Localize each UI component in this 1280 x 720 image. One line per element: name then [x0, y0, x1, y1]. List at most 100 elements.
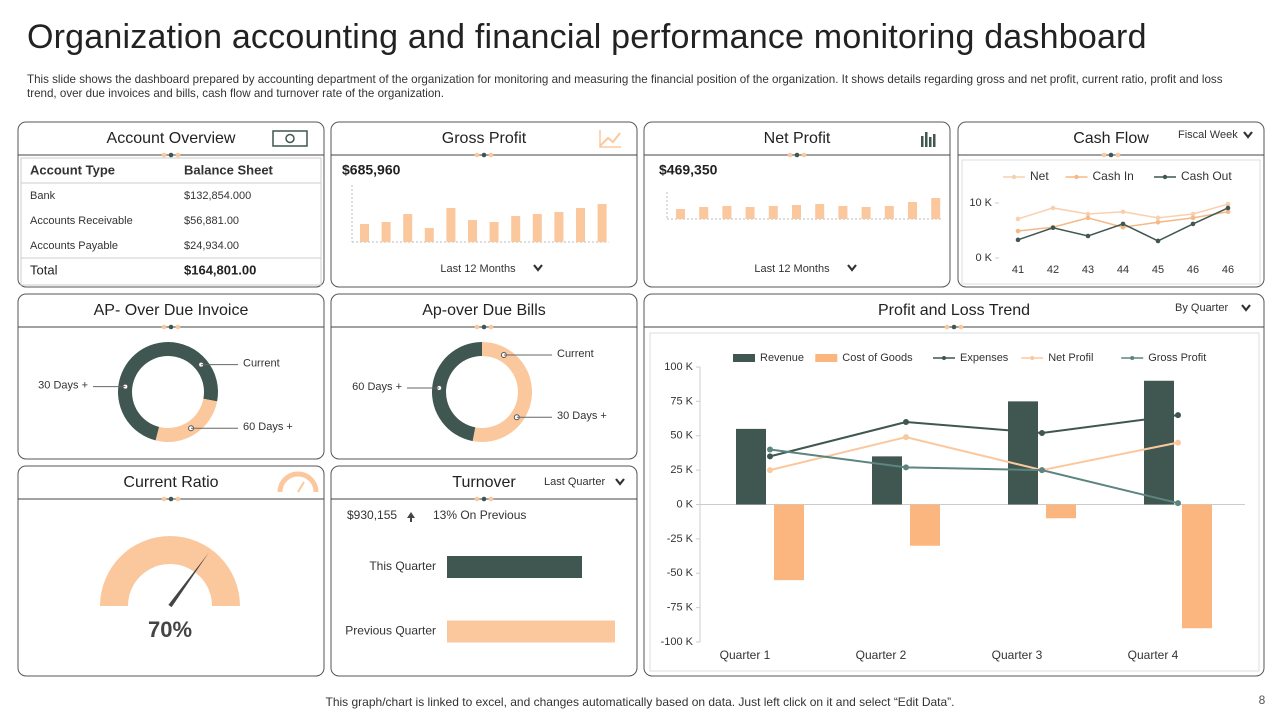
plot-frame [961, 159, 1261, 285]
bar [1046, 504, 1076, 519]
x-tick-label: Quarter 2 [856, 648, 907, 662]
bar [446, 208, 456, 242]
bar [931, 198, 941, 219]
gauge-needle [168, 552, 209, 608]
y-tick-label: -25 K [667, 533, 694, 545]
divider-dot [951, 324, 957, 330]
bar [861, 207, 871, 219]
point [1175, 412, 1181, 419]
table-cell: Accounts Receivable [30, 215, 133, 227]
y-tick-label: 100 K [664, 361, 693, 373]
divider-dot [1101, 152, 1107, 158]
panel-title: Cash Flow [1073, 130, 1149, 147]
divider-dot [488, 324, 494, 330]
legend-marker [1162, 174, 1168, 180]
y-tick-label: 10 K [969, 197, 992, 209]
bar [576, 208, 585, 242]
bar [597, 204, 607, 242]
bar [447, 620, 615, 643]
slice-label: Current [557, 348, 594, 360]
series-line [769, 414, 1179, 458]
bar [532, 214, 542, 242]
divider-dot [481, 324, 487, 330]
dropdown-chevron [533, 264, 543, 272]
table-cell: Accounts Payable [30, 240, 118, 252]
point [1155, 238, 1161, 244]
panel [957, 121, 1265, 288]
y-tick-label: -50 K [667, 567, 694, 579]
bar [774, 504, 804, 581]
panel [643, 121, 951, 288]
table-cell: $24,934.00 [184, 240, 239, 252]
bar [768, 206, 778, 219]
money-icon [285, 133, 295, 144]
category-label: Previous Quarter [345, 624, 436, 638]
panel-title: Gross Profit [442, 130, 527, 147]
filter-label: By Quarter [1175, 302, 1229, 314]
panel [17, 465, 325, 677]
bar [1182, 504, 1212, 629]
donut-slice [472, 367, 532, 442]
gauge-icon [297, 481, 305, 493]
y-tick-label: 0 K [975, 252, 992, 264]
donut-slice [168, 342, 218, 402]
donut-slice [155, 398, 218, 443]
bar [699, 207, 709, 219]
table-total: $164,801.00 [184, 262, 256, 277]
panel-title: AP- Over Due Invoice [94, 302, 249, 319]
point [767, 467, 773, 474]
bars-icon [925, 132, 928, 147]
bar [884, 206, 894, 219]
point [1120, 209, 1126, 215]
y-tick-label: -100 K [661, 636, 694, 648]
dropdown-chevron [1243, 131, 1253, 139]
panel [643, 293, 1265, 677]
filter-label: Fiscal Week [1178, 129, 1238, 141]
donut-slice [117, 342, 168, 441]
slide-description: This slide shows the dashboard prepared … [27, 73, 1223, 100]
x-tick-label: Quarter 3 [992, 648, 1043, 662]
point [903, 464, 909, 471]
bar [736, 428, 766, 505]
page-number: 8 [1259, 693, 1266, 707]
legend-swatch [733, 354, 755, 362]
change-label: 13% On Previous [433, 508, 526, 522]
legend-label: Cost of Goods [842, 352, 913, 364]
point [1085, 215, 1091, 221]
panel-title: Current Ratio [123, 474, 218, 491]
money-icon [272, 130, 308, 147]
divider-dot [168, 496, 174, 502]
bars-icon [921, 136, 924, 147]
legend-marker [1011, 174, 1017, 180]
divider-dot [474, 324, 480, 330]
plot-frame [649, 332, 1260, 672]
table-total: Total [30, 262, 58, 277]
point [1015, 237, 1021, 243]
slice-label: Current [243, 357, 280, 369]
divider-dot [175, 324, 181, 330]
divider-dot [787, 152, 793, 158]
bar [722, 206, 732, 219]
point [1155, 215, 1161, 221]
slice-label: 60 Days + [352, 381, 402, 393]
y-tick-label: 0 K [676, 498, 693, 510]
point [1190, 215, 1196, 221]
panel-title: Net Profit [764, 130, 831, 147]
up-arrow [407, 512, 415, 522]
panel-title: Profit and Loss Trend [878, 302, 1030, 319]
panel [17, 121, 325, 288]
divider-dot [161, 496, 167, 502]
point [1039, 467, 1045, 474]
bar [511, 216, 521, 242]
donut-slice [482, 342, 526, 375]
divider-dot [944, 324, 950, 330]
legend-marker [1074, 174, 1079, 180]
legend-swatch [815, 354, 838, 362]
point [1190, 211, 1196, 217]
bar [792, 205, 801, 219]
divider-dot [175, 152, 181, 158]
x-tick-label: Quarter 1 [720, 648, 771, 662]
bar [815, 204, 825, 219]
x-tick-label: 44 [1117, 264, 1129, 276]
